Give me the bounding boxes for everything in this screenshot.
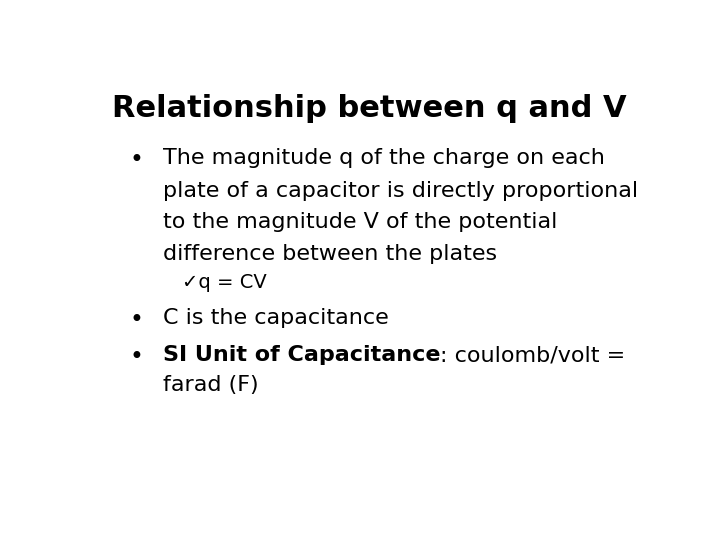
Text: C is the capacitance: C is the capacitance: [163, 308, 388, 328]
Text: •: •: [129, 308, 143, 332]
Text: ✓q = CV: ✓q = CV: [182, 273, 267, 292]
Text: SI Unit of Capacitance: SI Unit of Capacitance: [163, 346, 440, 366]
Text: to the magnitude V of the potential: to the magnitude V of the potential: [163, 212, 557, 232]
Text: difference between the plates: difference between the plates: [163, 244, 497, 264]
Text: Relationship between q and V: Relationship between q and V: [112, 94, 626, 123]
Text: : coulomb/volt =: : coulomb/volt =: [440, 346, 625, 366]
Text: •: •: [129, 148, 143, 172]
Text: farad (F): farad (F): [163, 375, 258, 395]
Text: plate of a capacitor is directly proportional: plate of a capacitor is directly proport…: [163, 181, 638, 201]
Text: •: •: [129, 346, 143, 369]
Text: The magnitude q of the charge on each: The magnitude q of the charge on each: [163, 148, 604, 168]
